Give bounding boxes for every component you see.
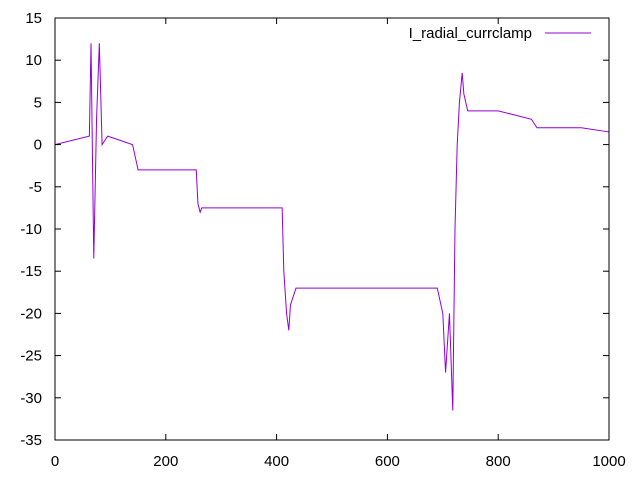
y-tick-label: 0 bbox=[34, 137, 42, 154]
series-line bbox=[54, 43, 610, 411]
x-tick-label: 1000 bbox=[592, 453, 625, 470]
x-axis: 0 200 400 600 800 1000 bbox=[51, 18, 626, 470]
x-tick-label: 400 bbox=[264, 453, 289, 470]
y-tick-label: -15 bbox=[20, 263, 42, 280]
x-tick-label: 0 bbox=[51, 453, 59, 470]
y-tick-label: 10 bbox=[25, 52, 42, 69]
y-axis: 15 10 5 0 -5 -10 -15 -20 -25 -30 -35 bbox=[20, 10, 609, 449]
y-tick-label: -10 bbox=[20, 221, 42, 238]
plot-border bbox=[54, 17, 610, 441]
x-tick-label: 200 bbox=[153, 453, 178, 470]
y-tick-label: 5 bbox=[34, 94, 42, 111]
plot-area bbox=[54, 43, 610, 411]
y-tick-label: -25 bbox=[20, 348, 42, 365]
x-tick-label: 800 bbox=[486, 453, 511, 470]
x-tick-label: 600 bbox=[375, 453, 400, 470]
y-tick-label: 15 bbox=[25, 10, 42, 27]
legend-label: I_radial_currclamp bbox=[409, 25, 532, 42]
legend: I_radial_currclamp bbox=[409, 25, 591, 42]
y-tick-label: -30 bbox=[20, 390, 42, 407]
y-tick-label: -35 bbox=[20, 432, 42, 449]
y-tick-label: -20 bbox=[20, 305, 42, 322]
y-tick-label: -5 bbox=[29, 179, 42, 196]
